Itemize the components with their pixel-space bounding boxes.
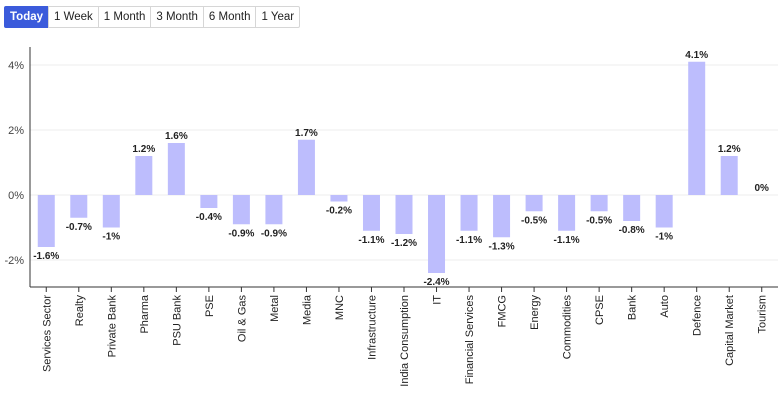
x-tick-label: Media: [301, 294, 313, 325]
bar: [720, 156, 738, 195]
data-label: 1.2%: [718, 144, 741, 155]
data-label: -1.1%: [358, 235, 384, 246]
bar: [330, 195, 348, 202]
y-tick-label: 2%: [8, 125, 24, 137]
x-tick-label: Auto: [659, 295, 671, 318]
bar: [395, 195, 413, 234]
bar: [362, 195, 380, 231]
x-tick-label: Tourism: [757, 295, 769, 334]
x-tick-label: Services Sector: [41, 295, 53, 372]
y-tick-label: 0%: [8, 190, 24, 202]
bar: [655, 195, 673, 228]
data-label: 1.2%: [132, 144, 155, 155]
bar: [167, 143, 185, 195]
data-label: -1%: [102, 232, 120, 243]
data-label: -0.7%: [66, 222, 92, 233]
tab-1-year[interactable]: 1 Year: [255, 6, 301, 28]
x-tick-label: Commodities: [562, 295, 574, 360]
data-label: -0.8%: [619, 225, 645, 236]
x-tick-label: Realty: [74, 295, 86, 327]
data-label: -1.1%: [456, 235, 482, 246]
tab-1-month[interactable]: 1 Month: [97, 6, 152, 28]
x-tick-label: Bank: [627, 295, 639, 321]
x-tick-label: Oil & Gas: [236, 295, 248, 343]
time-range-tabs: Today 1 Week 1 Month 3 Month 6 Month 1 Y…: [4, 6, 301, 28]
bar: [688, 61, 706, 195]
data-label: -0.5%: [586, 215, 612, 226]
x-tick-label: FMCG: [497, 295, 509, 327]
data-label: -0.9%: [261, 228, 287, 239]
y-tick-label: -2%: [4, 255, 24, 267]
x-tick-label: Infrastructure: [366, 295, 378, 360]
data-label: -1.3%: [489, 241, 515, 252]
data-label: 1.6%: [165, 131, 188, 142]
data-label: -1.1%: [554, 235, 580, 246]
bar: [265, 195, 283, 225]
data-label: 0%: [755, 183, 770, 194]
x-tick-label: PSU Bank: [171, 295, 183, 346]
data-label: -1.2%: [391, 238, 417, 249]
x-tick-label: Defence: [692, 295, 704, 336]
bar: [232, 195, 250, 225]
data-label: 4.1%: [685, 50, 708, 61]
x-tick-label: Financial Services: [464, 295, 476, 385]
bar: [102, 195, 120, 228]
data-label: -0.5%: [521, 215, 547, 226]
data-label: -0.2%: [326, 206, 352, 217]
tab-1-week[interactable]: 1 Week: [48, 6, 99, 28]
x-tick-label: Metal: [269, 295, 281, 322]
bar: [460, 195, 478, 231]
x-tick-label: CPSE: [594, 295, 606, 325]
bar: [297, 139, 315, 195]
data-label: -1.6%: [33, 251, 59, 262]
x-tick-label: PSE: [204, 295, 216, 317]
x-tick-label: Energy: [529, 295, 541, 330]
tab-6-month[interactable]: 6 Month: [202, 6, 257, 28]
bar: [590, 195, 608, 212]
bar: [428, 195, 446, 273]
bar: [37, 195, 55, 247]
bar: [558, 195, 576, 231]
tab-3-month[interactable]: 3 Month: [150, 6, 204, 28]
x-tick-label: Capital Market: [724, 295, 736, 366]
bar: [525, 195, 543, 212]
bar: [70, 195, 88, 218]
bar: [623, 195, 641, 221]
y-tick-label: 4%: [8, 60, 24, 72]
x-tick-label: India Consumption: [399, 295, 411, 387]
x-tick-label: MNC: [334, 295, 346, 320]
bar: [135, 156, 153, 195]
data-label: -0.9%: [228, 228, 254, 239]
data-label: -1%: [655, 232, 673, 243]
data-label: 1.7%: [295, 128, 318, 139]
data-label: -2.4%: [423, 277, 449, 288]
x-tick-label: Pharma: [139, 294, 151, 333]
x-tick-label: Private Bank: [106, 295, 118, 358]
bar: [200, 195, 218, 208]
bar: [493, 195, 511, 238]
x-tick-label: IT: [432, 295, 444, 305]
data-label: -0.4%: [196, 212, 222, 223]
